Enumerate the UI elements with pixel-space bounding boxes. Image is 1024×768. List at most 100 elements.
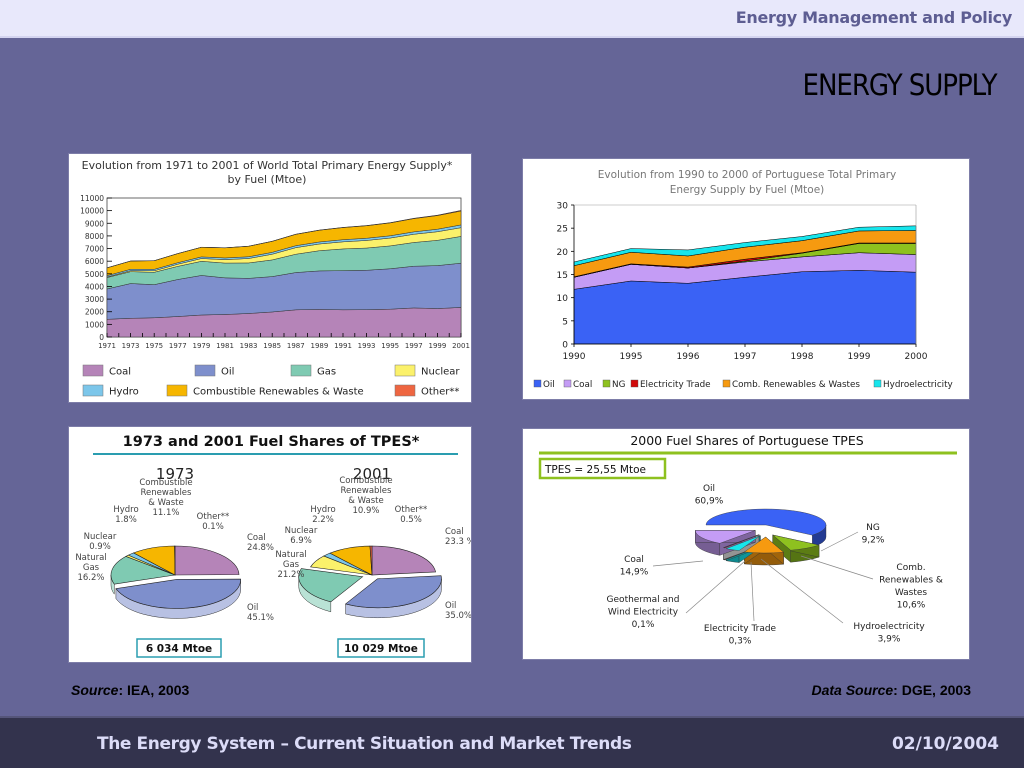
slice-label-hydroelectricity: 3,9% bbox=[878, 635, 901, 645]
x-tick-label: 1979 bbox=[192, 342, 210, 350]
slice-label-hydro: 1.8% bbox=[115, 515, 137, 525]
legend-label-gas: Gas bbox=[317, 367, 336, 378]
slice-label-combustible-renewables-waste: & Waste bbox=[348, 496, 383, 506]
world-tpes-evolution-chart: Evolution from 1971 to 2001 of World Tot… bbox=[68, 153, 472, 403]
portugal-fuel-shares-svg: 2000 Fuel Shares of Portuguese TPES TPES … bbox=[538, 433, 957, 647]
x-tick-label: 1995 bbox=[620, 352, 643, 362]
slice-label-combustible-renewables-waste: 10.9% bbox=[352, 506, 379, 516]
legend-label-comb-renewables-wastes: Comb. Renewables & Wastes bbox=[732, 380, 860, 390]
slice-label-natural-gas: Gas bbox=[283, 560, 300, 570]
y-tick-label: 4000 bbox=[85, 282, 104, 291]
legend-swatch-nuclear bbox=[394, 364, 416, 377]
slice-label-oil: 45.1% bbox=[247, 613, 274, 623]
x-tick-label: 1983 bbox=[240, 342, 258, 350]
legend-swatch-oil bbox=[533, 379, 542, 388]
slice-label-electricity-trade: Electricity Trade bbox=[704, 624, 777, 634]
leader-line-geothermal-and-wind-electricity bbox=[685, 560, 746, 614]
source-right-label: Data Source bbox=[811, 682, 894, 698]
legend-label-oil: Oil bbox=[221, 367, 234, 378]
slice-label-coal: Coal bbox=[445, 527, 464, 537]
y-tick-label: 10 bbox=[557, 294, 569, 304]
y-tick-label: 0 bbox=[99, 333, 104, 342]
y-tick-label: 0 bbox=[562, 341, 568, 351]
legend-label-coal: Coal bbox=[109, 367, 131, 378]
x-tick-label: 1971 bbox=[98, 342, 116, 350]
chart-title: 1973 and 2001 Fuel Shares of TPES* bbox=[123, 434, 420, 450]
slice-label-oil: 60,9% bbox=[695, 497, 724, 507]
footer-date: 02/10/2004 bbox=[891, 734, 999, 754]
chart-title: Energy Supply by Fuel (Mtoe) bbox=[670, 184, 825, 196]
pie-slice-geothermal-and-wind-electricity bbox=[722, 534, 759, 548]
slice-label-nuclear: Nuclear bbox=[84, 532, 117, 542]
pie-slice-comb-renewables-wastes bbox=[743, 536, 785, 554]
legend-swatch-gas bbox=[290, 364, 312, 377]
slice-label-comb-renewables-wastes: Renewables & bbox=[879, 576, 943, 586]
pie-year-title: 1973 bbox=[156, 465, 194, 483]
header-bar: Energy Management and Policy bbox=[0, 0, 1024, 38]
x-tick-label: 1997 bbox=[405, 342, 423, 350]
slice-label-comb-renewables-wastes: 10,6% bbox=[897, 601, 926, 611]
slice-label-hydro: 2.2% bbox=[312, 515, 334, 525]
y-tick-label: 20 bbox=[557, 248, 569, 258]
x-tick-label: 2001 bbox=[452, 342, 470, 350]
slice-label-comb-renewables-wastes: Wastes bbox=[895, 588, 928, 598]
leader-line-coal bbox=[652, 560, 704, 567]
y-tick-label: 5000 bbox=[85, 270, 104, 279]
slice-label-other: Other** bbox=[197, 512, 230, 522]
pie-slice-coal bbox=[695, 530, 756, 544]
legend-swatch-coal bbox=[563, 379, 572, 388]
portugal-fuel-shares-chart: 2000 Fuel Shares of Portuguese TPES TPES … bbox=[522, 428, 970, 660]
footer-title: The Energy System – Current Situation an… bbox=[97, 734, 632, 754]
legend-swatch-oil bbox=[194, 364, 216, 377]
slice-label-combustible-renewables-waste: Renewables bbox=[141, 488, 193, 498]
total-box bbox=[538, 457, 667, 480]
source-left-value: : IEA, 2003 bbox=[118, 682, 190, 698]
legend-label-combustible-renewables-waste: Combustible Renewables & Waste bbox=[193, 387, 364, 398]
slice-label-nuclear: 6.9% bbox=[290, 536, 312, 546]
x-tick-label: 1998 bbox=[791, 352, 814, 362]
x-tick-label: 1987 bbox=[287, 342, 305, 350]
leader-line-ng bbox=[820, 531, 859, 552]
leader-line-comb-renewables-wastes bbox=[800, 555, 874, 580]
slice-label-comb-renewables-wastes: Comb. bbox=[896, 563, 925, 573]
legend-swatch-electricity-trade bbox=[630, 379, 639, 388]
y-tick-label: 8000 bbox=[85, 232, 104, 241]
slice-label-other: Other** bbox=[395, 505, 428, 515]
slice-label-coal: Coal bbox=[624, 555, 644, 565]
slice-label-hydro: Hydro bbox=[113, 505, 138, 515]
slice-label-ng: NG bbox=[866, 523, 880, 533]
slice-label-combustible-renewables-waste: & Waste bbox=[148, 498, 183, 508]
y-tick-label: 9000 bbox=[85, 219, 104, 228]
slice-label-geothermal-and-wind-electricity: 0,1% bbox=[632, 620, 655, 630]
legend-label-hydroelectricity: Hydroelectricity bbox=[883, 380, 953, 390]
x-tick-label: 2000 bbox=[905, 352, 928, 362]
pie-year-title: 2001 bbox=[353, 465, 391, 483]
chart-title: Evolution from 1990 to 2000 of Portugues… bbox=[598, 169, 896, 181]
world-fuel-shares-chart: 1973 and 2001 Fuel Shares of TPES* 1973 Co… bbox=[68, 426, 475, 663]
slice-label-oil: Oil bbox=[703, 484, 715, 494]
slice-label-oil: 35.0% bbox=[445, 611, 471, 621]
slice-label-natural-gas: Gas bbox=[83, 563, 100, 573]
slice-label-other: 0.5% bbox=[400, 515, 422, 525]
course-title: Energy Management and Policy bbox=[735, 8, 1013, 27]
chart-title: 2000 Fuel Shares of Portuguese TPES bbox=[630, 433, 863, 448]
pie-2001-slice-natural-gas bbox=[298, 568, 364, 603]
x-tick-label: 1999 bbox=[848, 352, 871, 362]
area-other bbox=[106, 210, 462, 269]
x-tick-label: 1981 bbox=[216, 342, 234, 350]
legend-swatch-hydro bbox=[82, 384, 104, 397]
slice-label-natural-gas: 16.2% bbox=[77, 573, 104, 583]
y-tick-label: 30 bbox=[557, 202, 569, 212]
x-tick-label: 1999 bbox=[428, 342, 446, 350]
y-tick-label: 15 bbox=[557, 271, 568, 281]
source-right: Data Source: DGE, 2003 bbox=[811, 682, 971, 698]
legend-label-hydro: Hydro bbox=[109, 387, 139, 398]
slice-label-hydro: Hydro bbox=[310, 505, 335, 515]
total-label: 6 034 Mtoe bbox=[146, 643, 212, 655]
chart-title: Evolution from 1971 to 2001 of World Tot… bbox=[82, 159, 453, 172]
x-tick-label: 1989 bbox=[310, 342, 328, 350]
y-tick-label: 3000 bbox=[85, 295, 104, 304]
legend-swatch-coal bbox=[82, 364, 104, 377]
y-tick-label: 7000 bbox=[85, 245, 104, 254]
slice-label-oil: Oil bbox=[445, 601, 456, 611]
